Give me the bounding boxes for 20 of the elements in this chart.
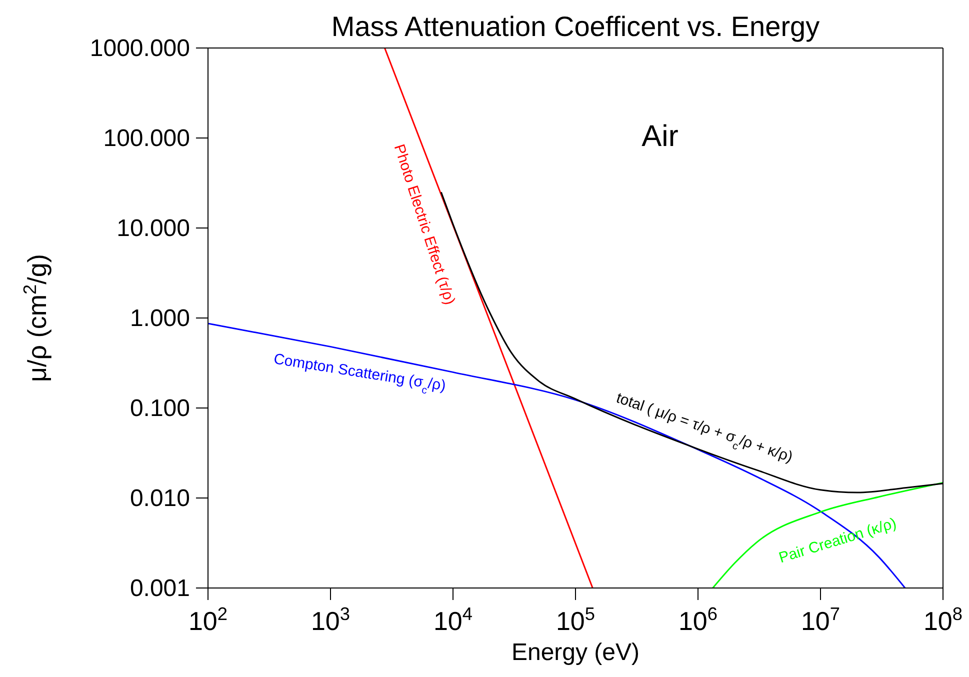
x-axis-title: Energy (eV): [511, 639, 640, 666]
annotation: Air: [642, 120, 678, 153]
x-tick-label: 10$^{8}$: [923, 604, 963, 636]
x-tick-label: 10$^{4}$: [433, 604, 473, 636]
x-tick-label: 10$^{2}$: [188, 604, 228, 636]
y-tick-label: 1000.000: [90, 35, 190, 62]
x-tick-label: 10$^{7}$: [800, 604, 840, 636]
x-tick-label: 10$^{5}$: [556, 604, 596, 636]
y-tick-label: 10.000: [116, 215, 190, 242]
chart-title: Mass Attenuation Coefficent vs. Energy: [331, 11, 820, 42]
text: Compton Scattering (σ$_{c}$/ρ): [272, 350, 447, 397]
x-tick-label: 10$^{6}$: [678, 604, 718, 636]
y-tick-label: 0.010: [130, 485, 190, 512]
x-tick-label: 10$^{3}$: [310, 604, 350, 636]
text: Pair Creation (κ/ρ): [776, 514, 898, 567]
text: Photo Electric Effect (τ/ρ): [390, 142, 458, 307]
y-tick-label: 0.001: [130, 575, 190, 602]
y-tick-label: 0.100: [130, 395, 190, 422]
y-tick-label: 1.000: [130, 305, 190, 332]
y-tick-label: 100.000: [103, 125, 190, 152]
